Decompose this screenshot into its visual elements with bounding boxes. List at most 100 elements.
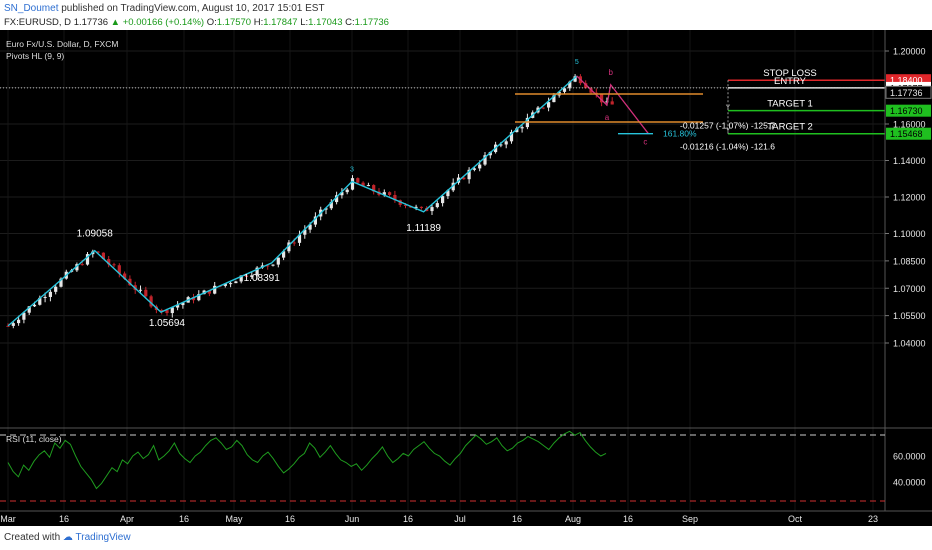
pivot-label: 1.09058 xyxy=(77,229,114,240)
candle-body xyxy=(329,202,333,209)
candle-body xyxy=(191,297,196,301)
candle-body xyxy=(509,132,514,142)
candle-body xyxy=(117,265,121,274)
candle-body xyxy=(504,141,508,145)
author-link[interactable]: SN_Doumet xyxy=(4,3,59,14)
candle-body xyxy=(17,319,21,324)
x-tick-label: 16 xyxy=(59,514,69,524)
candle-body xyxy=(350,178,355,190)
candle-body xyxy=(213,285,217,294)
x-tick-label: 16 xyxy=(285,514,295,524)
candle-body xyxy=(38,297,42,305)
candle-body xyxy=(107,259,111,265)
target-2-marker: Y xyxy=(726,128,731,135)
candle-body xyxy=(547,102,551,108)
chart-background xyxy=(0,30,932,526)
price-tag-target xyxy=(886,104,931,117)
low-value: 1.17043 xyxy=(308,17,343,28)
candle-body xyxy=(594,92,598,94)
target-1-marker: Y xyxy=(726,105,731,112)
last-price: 1.17736 xyxy=(73,17,109,28)
candle-body xyxy=(462,177,466,180)
publish-text: published on TradingView.com, August 10,… xyxy=(61,3,325,14)
price-tag-target xyxy=(886,127,931,140)
candle-body xyxy=(388,192,392,195)
chart-title: Euro Fx/U.S. Dollar, D, FXCM xyxy=(6,39,118,49)
x-tick-label: Aug xyxy=(565,514,581,524)
pivot-label: a xyxy=(605,113,610,122)
tradingview-logo-icon[interactable]: ☁ xyxy=(62,532,73,543)
candle-body xyxy=(138,289,143,291)
candle-body xyxy=(75,264,79,271)
candle-body xyxy=(255,267,259,276)
x-tick-label: Apr xyxy=(120,514,134,524)
candle-body xyxy=(382,192,386,195)
y-tick-label: 1.20000 xyxy=(893,47,926,57)
candle-body xyxy=(335,195,339,203)
x-tick-label: 16 xyxy=(512,514,522,524)
time-axis[interactable]: Mar 16 Apr 16 May 16 Jun 16 Jul 16 Aug 16 Sep Oct 23 xyxy=(0,510,932,524)
x-tick-label: 16 xyxy=(179,514,189,524)
impulse-wave-line xyxy=(7,75,578,327)
candle-body xyxy=(446,190,450,197)
candle-body xyxy=(229,283,233,285)
candle-body xyxy=(282,251,286,258)
rsi-title: RSI (11, close) xyxy=(6,434,62,444)
rsi-line xyxy=(7,430,607,490)
y-tick-label: 1.05500 xyxy=(893,311,926,321)
candle-body xyxy=(54,286,58,292)
candle-body xyxy=(96,251,100,253)
low-label: L: xyxy=(300,17,309,28)
fib-extension-label: 161.80% xyxy=(663,129,697,139)
y-tick-label: 1.14000 xyxy=(893,156,926,166)
pivot-label: b xyxy=(608,68,613,77)
candle-body xyxy=(451,182,455,191)
candle-body xyxy=(11,323,15,326)
stop-loss-label: STOP LOSS xyxy=(763,68,817,79)
target-1-label: TARGET 1 xyxy=(767,99,813,110)
y-tick-label: 1.08500 xyxy=(893,256,926,266)
candle-body xyxy=(101,252,105,260)
candle-body xyxy=(414,206,418,208)
rsi-tick-label: 60.0000 xyxy=(893,452,926,462)
candle-body xyxy=(499,144,503,146)
candle-body xyxy=(170,307,174,314)
y-tick-label: 1.16000 xyxy=(893,120,926,130)
open-label: O: xyxy=(206,17,217,28)
candle-body xyxy=(197,294,201,301)
price-tag-last xyxy=(885,85,932,99)
x-tick-label: Mar xyxy=(0,514,16,524)
pivot-label: 1.08391 xyxy=(244,273,281,284)
candle-body xyxy=(43,296,47,298)
candle-body xyxy=(562,88,567,92)
candle-body xyxy=(27,306,31,313)
candle-body xyxy=(303,229,307,235)
x-tick-label: 16 xyxy=(403,514,413,524)
candle-body xyxy=(568,81,572,89)
y-tick-label: 1.12000 xyxy=(893,193,926,203)
candle-body xyxy=(112,264,116,266)
candle-body xyxy=(292,242,296,244)
candle-body xyxy=(181,302,185,306)
candle-body xyxy=(393,194,397,201)
candle-body xyxy=(520,127,524,129)
candle-body xyxy=(478,164,482,169)
candle-body xyxy=(467,169,471,180)
candle-body xyxy=(59,278,63,287)
candle-body xyxy=(372,185,376,192)
candle-body xyxy=(165,310,169,314)
candle-body xyxy=(48,291,52,297)
rsi-tick-label: 40.0000 xyxy=(893,478,926,488)
correction-wave-line xyxy=(576,75,649,135)
price-tag-label: 1.17736 xyxy=(890,88,923,98)
candle-body xyxy=(32,304,37,307)
price-axis[interactable]: 1.200001.180001.160001.140001.120001.100… xyxy=(884,30,932,511)
price-tag-label: 1.15468 xyxy=(890,129,923,139)
candle-body xyxy=(250,275,254,277)
candle-body xyxy=(160,310,164,312)
candle-body xyxy=(584,83,588,89)
high-value: 1.17847 xyxy=(263,17,298,28)
candle-body xyxy=(483,155,487,165)
brand-label[interactable]: TradingView xyxy=(75,532,131,543)
